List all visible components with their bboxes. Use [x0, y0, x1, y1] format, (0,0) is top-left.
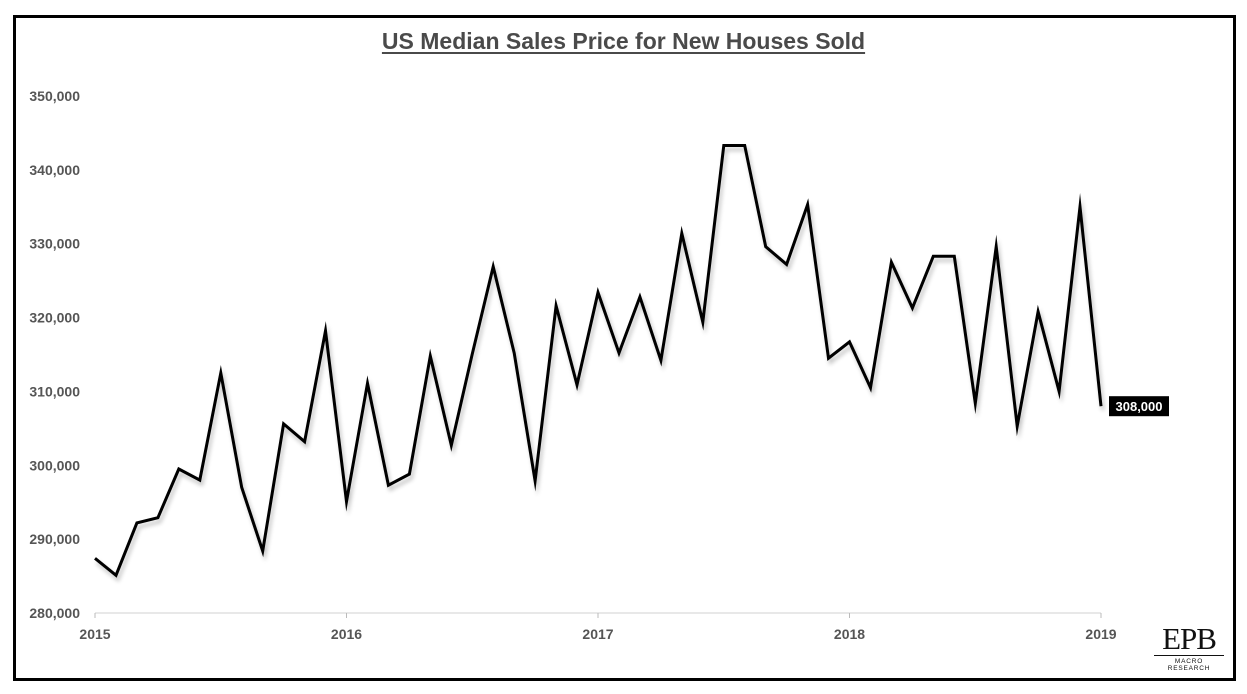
last-value-label: 308,000	[1116, 399, 1163, 414]
chart-title: US Median Sales Price for New Houses Sol…	[381, 28, 866, 54]
y-tick-label: 320,000	[29, 310, 80, 326]
last-value-badge	[1109, 396, 1169, 417]
x-tick-label: 2016	[331, 626, 362, 642]
y-tick-label: 300,000	[29, 457, 80, 473]
series-line	[94, 144, 1103, 578]
y-tick-label: 330,000	[29, 236, 80, 252]
chart-frame	[13, 15, 1236, 681]
y-tick-label: 310,000	[29, 383, 80, 399]
x-tick-label: 2018	[834, 626, 865, 642]
y-tick-label: 350,000	[29, 88, 80, 104]
epb-logo: EPB MACRO RESEARCH	[1154, 623, 1224, 672]
x-tick-label: 2019	[1085, 626, 1116, 642]
y-tick-label: 290,000	[29, 531, 80, 547]
x-tick-label: 2017	[582, 626, 613, 642]
y-tick-label: 340,000	[29, 162, 80, 178]
logo-main-text: EPB	[1154, 623, 1224, 656]
logo-sub-text: MACRO RESEARCH	[1167, 658, 1211, 672]
y-tick-label: 280,000	[29, 605, 80, 621]
x-tick-label: 2015	[79, 626, 110, 642]
